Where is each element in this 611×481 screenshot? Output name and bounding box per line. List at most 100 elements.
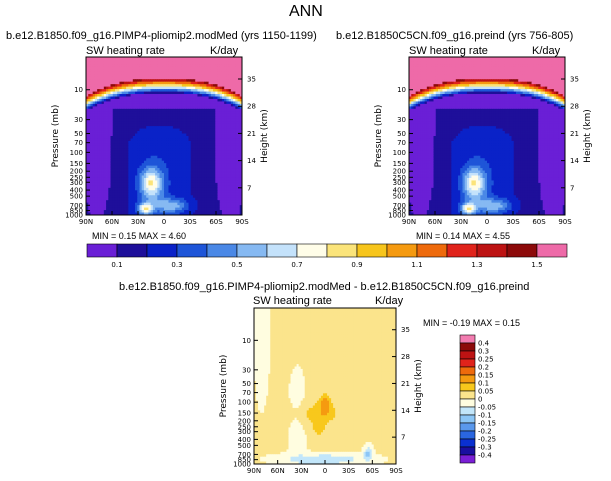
contour-cell [235,121,238,125]
contour-cell [230,76,234,80]
contour-cell [135,106,138,110]
contour-cell [103,59,107,63]
contour-cell [188,108,192,112]
contour-cell [217,108,221,112]
contour-cell [112,61,116,65]
contour-cell [106,76,109,80]
contour-cell [114,126,118,129]
contour-cell [148,81,152,85]
contour-cell [228,121,232,125]
contour-cell [166,89,169,92]
contour-cell [143,150,147,154]
contour-cell [128,57,131,60]
contour-cell [135,98,138,102]
contour-cell [221,150,225,154]
contour-cell [204,158,207,162]
contour-cell [201,128,205,132]
contour-cell [146,89,149,92]
contour-cell [233,113,236,117]
contour-cell [126,108,129,112]
contour-cell [141,148,145,152]
contour-cell [141,133,145,137]
contour-cell [150,91,154,95]
panel-1-min-max: MIN = 0.15 MAX = 4.60 [92,231,187,241]
contour-cell [106,79,109,83]
contour-cell [128,81,131,85]
contour-cell [206,168,209,171]
contour-cell [126,71,129,75]
contour-cell [233,116,236,120]
contour-cell [215,57,218,60]
contour-cell [119,165,123,169]
contour-cell [168,128,172,132]
contour-cell [181,158,185,162]
contour-cell [161,101,165,105]
contour-cell [192,86,196,90]
contour-cell [179,123,183,127]
contour-cell [230,98,234,102]
contour-cell [152,111,156,115]
contour-cell [130,155,134,159]
contour-cell [141,143,145,147]
contour-cell [237,69,241,73]
contour-cell [159,145,163,149]
contour-cell [166,59,169,63]
contour-cell [132,108,136,112]
contour-cell [172,64,176,68]
contour-cell [92,57,96,60]
contour-cell [175,158,178,162]
contour-cell [170,74,174,78]
contour-cell [186,86,189,90]
contour-cell [101,131,105,134]
contour-cell [119,89,123,92]
contour-cell [106,123,109,127]
contour-cell [152,140,156,144]
contour-cell [152,116,156,120]
contour-cell [204,118,207,122]
contour-cell [175,143,178,147]
contour-cell [108,153,111,157]
contour-cell [112,64,116,68]
contour-cell [137,153,140,157]
contour-cell [155,76,158,80]
contour-cell [103,94,107,97]
contour-cell [128,163,131,167]
contour-cell [90,81,94,85]
contour-cell [86,158,89,162]
contour-cell [92,76,96,80]
contour-cell [226,98,230,102]
contour-cell [152,126,156,129]
contour-cell [110,150,114,154]
contour-cell [159,133,163,137]
contour-cell [195,118,198,122]
contour-cell [166,108,169,112]
contour-cell [159,160,163,164]
contour-cell [226,106,230,110]
contour-cell [130,165,134,169]
y-tick-label: 30 [74,116,83,124]
contour-cell [143,81,147,85]
contour-cell [141,101,145,105]
contour-cell [221,106,225,110]
contour-cell [161,64,165,68]
contour-cell [219,153,223,157]
contour-cell [219,113,223,117]
contour-cell [226,108,230,112]
contour-cell [175,168,178,171]
contour-cell [170,66,174,70]
contour-cell [126,138,129,142]
contour-cell [108,64,111,68]
contour-cell [206,57,209,60]
contour-cell [152,108,156,112]
contour-cell [208,59,212,63]
contour-cell [132,91,136,95]
contour-cell [92,86,96,90]
contour-cell [175,91,178,95]
contour-cell [235,59,238,63]
contour-cell [101,136,105,139]
contour-cell [143,133,147,137]
contour-cell [137,131,140,134]
contour-cell [108,101,111,105]
contour-cell [159,64,163,68]
contour-cell [106,140,109,144]
